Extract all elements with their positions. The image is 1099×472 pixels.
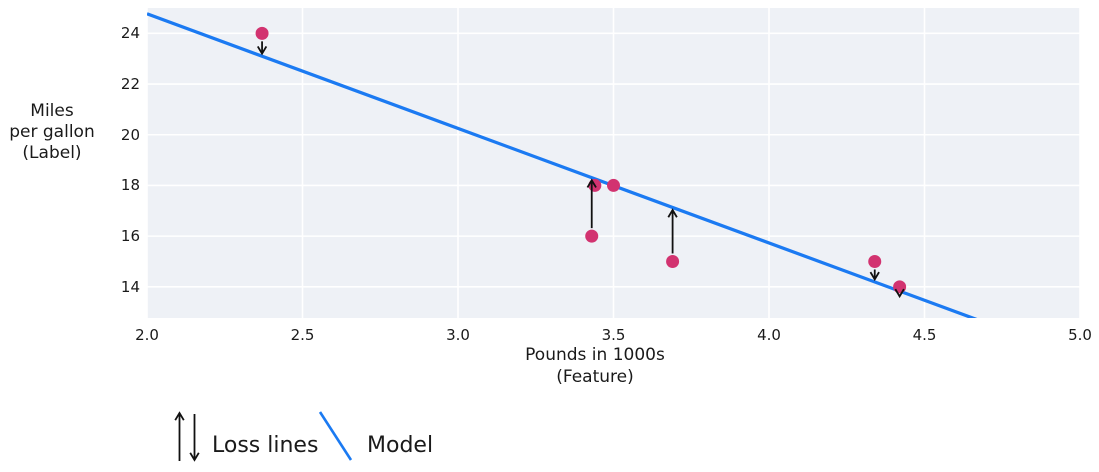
x-tick-label: 2.0 [135,326,159,344]
x-tick-label: 3.0 [446,326,470,344]
x-axis-label: Pounds in 1000s (Feature) [445,344,745,388]
data-point [585,229,599,243]
legend-model-line-icon [318,411,353,461]
y-axis-label-line: Miles [30,101,74,121]
loss-arrow [667,208,678,254]
legend-up-arrow-icon [174,411,185,461]
y-axis-label: Miles per gallon (Label) [0,101,104,164]
x-tick-label: 4.5 [912,326,937,344]
y-tick-label: 18 [120,176,140,195]
loss-arrow [586,178,597,229]
x-axis-label-line: Pounds in 1000s [525,345,665,365]
y-tick-label: 22 [120,75,140,94]
x-tick-label: 3.5 [601,326,626,344]
y-axis-label-line: (Label) [22,143,82,163]
legend-label-model: Model [367,433,434,458]
loss-arrow [894,288,905,299]
loss-arrow [869,269,880,282]
data-point [868,254,882,268]
data-point [666,254,680,268]
y-tick-label: 20 [120,125,140,144]
loss-arrow [256,41,268,56]
data-point [607,178,620,192]
y-axis-label-line: per gallon [9,122,95,142]
data-point [893,280,907,294]
legend-down-arrow-icon [189,414,200,462]
x-tick-label: 4.0 [757,326,781,344]
x-tick-label: 5.0 [1068,326,1092,344]
y-tick-label: 14 [120,277,140,296]
legend-label-loss-lines: Loss lines [212,433,319,458]
y-tick-label: 24 [120,24,140,43]
x-axis-label-line: (Feature) [556,367,634,387]
x-tick-label: 2.5 [290,326,315,344]
data-point [255,26,269,40]
y-tick-label: 16 [120,227,140,246]
